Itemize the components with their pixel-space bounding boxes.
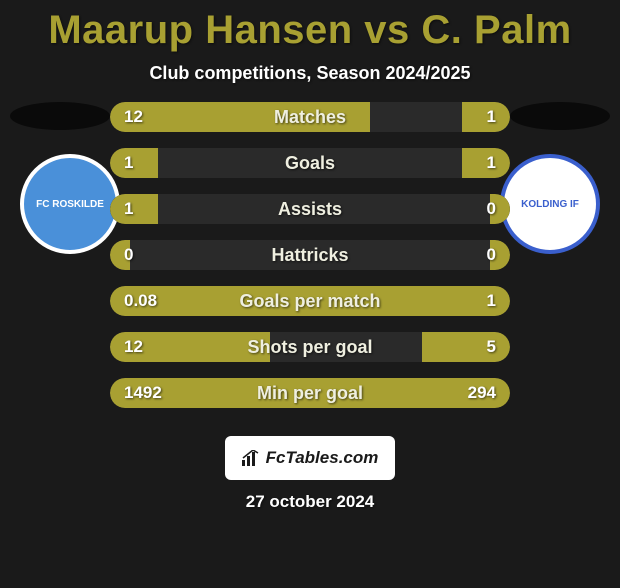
stat-bars: Matches121Goals11Assists10Hattricks00Goa… [110,102,510,424]
stat-value-right: 1 [487,286,496,316]
shadow-left [10,102,110,130]
shadow-right [510,102,610,130]
stat-value-left: 1 [124,148,133,178]
stat-label: Hattricks [110,240,510,270]
stat-row: Assists1 0 [110,194,510,224]
team-badge-left-label: FC ROSKILDE [30,193,110,216]
stat-row: Min per goal1492 294 [110,378,510,408]
stat-value-right: 0 [487,240,496,270]
stat-label: Min per goal [110,378,510,408]
stat-row: Shots per goal12 5 [110,332,510,362]
stat-value-left: 12 [124,102,143,132]
stat-value-right: 294 [468,378,496,408]
chart-icon [242,450,262,466]
stat-row: Goals per match0.08 1 [110,286,510,316]
stat-value-right: 1 [487,148,496,178]
stat-value-left: 12 [124,332,143,362]
brand-text: FcTables.com [266,448,379,468]
stat-value-right: 5 [487,332,496,362]
brand-logo: FcTables.com [225,436,395,480]
comparison-content: FC ROSKILDE KOLDING IF Matches121Goals11… [0,102,620,422]
stat-value-left: 1492 [124,378,162,408]
stat-label: Goals per match [110,286,510,316]
page-title: Maarup Hansen vs C. Palm [0,8,620,53]
team-badge-left: FC ROSKILDE [20,154,120,254]
stat-value-right: 1 [487,102,496,132]
date-label: 27 october 2024 [0,492,620,512]
stat-label: Matches [110,102,510,132]
team-badge-right: KOLDING IF [500,154,600,254]
subtitle: Club competitions, Season 2024/2025 [0,63,620,84]
stat-label: Goals [110,148,510,178]
stat-value-left: 0.08 [124,286,157,316]
stat-value-right: 0 [487,194,496,224]
stat-row: Matches12 1 [110,102,510,132]
stat-value-left: 1 [124,194,133,224]
team-badge-right-label: KOLDING IF [515,193,585,216]
stat-value-left: 0 [124,240,133,270]
stat-row: Goals1 1 [110,148,510,178]
stat-row: Hattricks0 0 [110,240,510,270]
stat-label: Assists [110,194,510,224]
stat-label: Shots per goal [110,332,510,362]
